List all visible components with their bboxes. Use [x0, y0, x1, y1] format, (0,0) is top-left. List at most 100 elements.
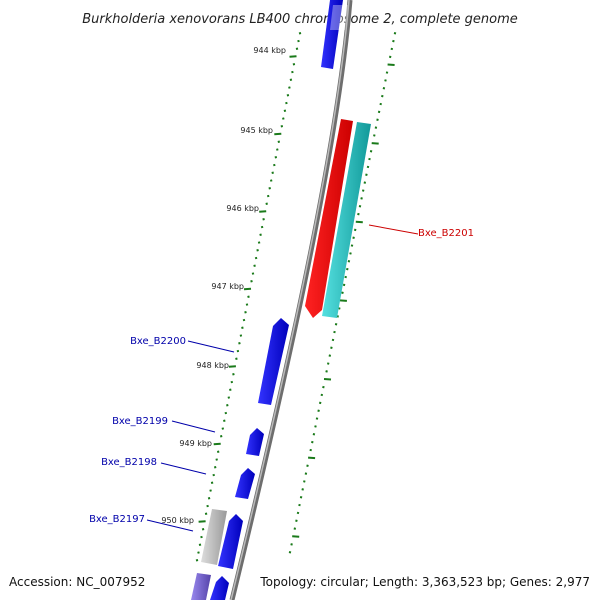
right-track-minor-tick: [299, 496, 303, 499]
right-track-minor-tick: [361, 189, 365, 192]
right-dotted-track: [288, 32, 397, 554]
left-track-minor-tick: [254, 256, 258, 260]
right-track-minor-tick: [376, 118, 379, 121]
right-track-minor-tick: [304, 472, 308, 475]
left-track-minor-tick: [288, 86, 291, 89]
right-track-major-tick: [387, 63, 395, 66]
gene-bxe-b2197[interactable]: [218, 514, 243, 569]
left-track-minor-tick: [216, 450, 220, 453]
left-track-minor-tick: [283, 109, 287, 112]
tick-label-949: 949 kbp: [179, 439, 212, 448]
left-track-minor-tick: [221, 427, 225, 430]
left-track-minor-tick: [295, 47, 299, 50]
left-track-minor-tick: [277, 140, 281, 143]
gene-bxe-b2200[interactable]: [258, 318, 289, 405]
right-track-minor-tick: [384, 79, 387, 82]
right-track-minor-tick: [363, 181, 367, 184]
left-track-minor-tick: [266, 194, 270, 198]
left-track-minor-tick: [236, 349, 240, 353]
right-track-minor-tick: [358, 205, 362, 208]
right-track-minor-tick: [365, 173, 368, 176]
tick-label-944: 944 kbp: [253, 46, 286, 55]
left-track-minor-tick: [291, 70, 294, 74]
tick-label-947: 947 kbp: [211, 282, 244, 291]
left-track-minor-tick: [257, 241, 261, 244]
left-track-minor-tick: [242, 318, 246, 322]
left-track-minor-tick: [292, 63, 296, 66]
right-track-minor-tick: [379, 102, 382, 106]
right-track-major-tick: [323, 378, 332, 381]
left-track-minor-tick: [213, 466, 217, 469]
gene-bottom-blue-partial[interactable]: [210, 576, 229, 600]
right-track-minor-tick: [346, 267, 349, 271]
right-track-minor-tick: [295, 519, 298, 522]
left-track-major-tick: [198, 520, 206, 523]
left-track-minor-tick: [280, 125, 284, 128]
gene-bxe-b2201[interactable]: [305, 119, 353, 318]
left-track-minor-tick: [223, 419, 226, 422]
left-track-minor-tick: [232, 373, 235, 376]
left-track-minor-tick: [273, 163, 276, 167]
gene-label-b2197[interactable]: Bxe_B2197: [89, 514, 145, 525]
right-track-minor-tick: [293, 527, 297, 530]
right-track-minor-tick: [312, 433, 316, 436]
left-track-major-tick: [259, 210, 267, 213]
right-track-minor-tick: [311, 440, 314, 444]
left-track-minor-tick: [201, 528, 205, 531]
right-track-major-tick: [371, 142, 379, 145]
right-track-minor-tick: [344, 275, 347, 279]
right-track-minor-tick: [360, 197, 363, 200]
right-track-minor-tick: [366, 165, 370, 169]
left-track-major-tick: [228, 365, 236, 368]
gene-top-partial[interactable]: [321, 0, 343, 69]
chromosome-backbone-highlight: [230, 0, 350, 600]
right-track-major-tick: [355, 220, 363, 224]
gene-label-b2198[interactable]: Bxe_B2198: [101, 457, 157, 468]
gene-grey[interactable]: [201, 509, 227, 565]
left-track-minor-tick: [282, 117, 285, 120]
left-track-minor-tick: [239, 334, 243, 337]
left-track-minor-tick: [219, 435, 223, 438]
left-track-major-tick: [213, 442, 221, 446]
gene-bxe-b2198[interactable]: [235, 468, 255, 499]
right-track-minor-tick: [349, 252, 352, 255]
right-track-minor-tick: [369, 150, 373, 153]
right-track-minor-tick: [381, 94, 384, 98]
callout-line-b2201: [368, 224, 419, 235]
callout-line-b2198: [160, 462, 207, 475]
gene-label-b2201[interactable]: Bxe_B2201: [418, 228, 474, 239]
gene-bxe-b2199[interactable]: [246, 428, 264, 456]
right-track-minor-tick: [322, 385, 325, 389]
left-track-minor-tick: [271, 171, 274, 174]
callout-line-b2197: [146, 519, 194, 532]
genome-summary-label: Topology: circular; Length: 3,363,523 bp…: [259, 575, 590, 589]
left-dotted-track: [195, 32, 302, 562]
gene-label-b2200[interactable]: Bxe_B2200: [130, 336, 186, 347]
callout-line-b2199: [171, 420, 216, 433]
left-track-minor-tick: [286, 94, 290, 97]
left-track-minor-tick: [209, 489, 212, 492]
right-track-minor-tick: [288, 551, 292, 554]
cds-bxe-b2201[interactable]: [322, 122, 371, 318]
right-track-minor-tick: [314, 425, 317, 428]
right-track-major-tick: [308, 456, 316, 460]
left-track-minor-tick: [230, 380, 234, 384]
right-track-minor-tick: [301, 488, 304, 491]
gene-label-b2199[interactable]: Bxe_B2199: [112, 416, 168, 427]
tick-label-945: 945 kbp: [240, 126, 273, 135]
right-track-minor-tick: [333, 330, 336, 334]
left-track-minor-tick: [210, 481, 214, 484]
left-track-minor-tick: [297, 39, 300, 43]
tick-label-948: 948 kbp: [196, 361, 229, 370]
right-track-major-tick: [339, 299, 347, 302]
right-track-minor-tick: [373, 134, 376, 137]
left-track-minor-tick: [212, 473, 215, 477]
left-track-minor-tick: [198, 543, 202, 546]
left-track-minor-tick: [289, 78, 293, 81]
tick-label-946: 946 kbp: [226, 204, 259, 213]
left-track-minor-tick: [276, 148, 279, 151]
left-track-minor-tick: [226, 404, 229, 407]
gene-purple-partial[interactable]: [191, 573, 211, 600]
right-track-minor-tick: [303, 480, 306, 483]
